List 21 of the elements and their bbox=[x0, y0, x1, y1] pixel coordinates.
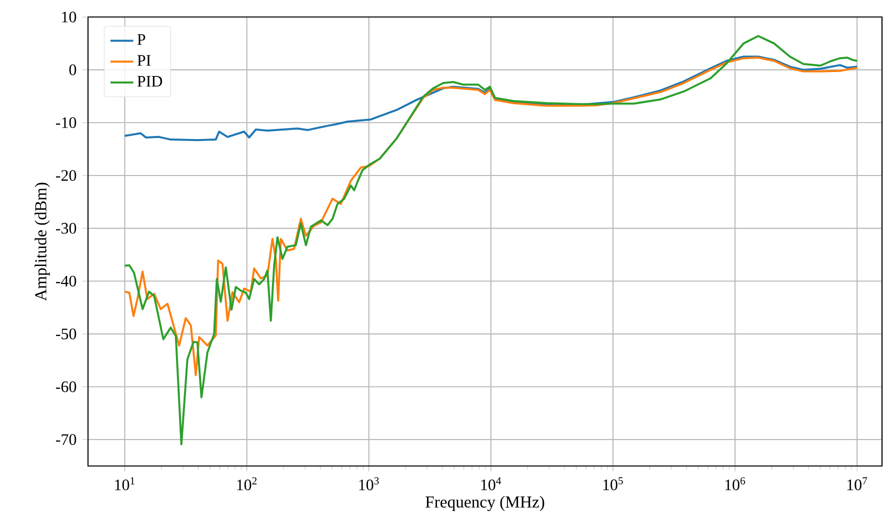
y-tick-label: 10 bbox=[62, 12, 76, 22]
y-tick-label: 0 bbox=[69, 64, 76, 76]
y-axis-title: Amplitude (dBm) bbox=[34, 182, 50, 301]
x-tick-label: 10$^{1}$ bbox=[115, 477, 134, 490]
y-tick-label: -30 bbox=[56, 222, 76, 234]
legend-label: P bbox=[137, 34, 146, 45]
x-tick-label: 10$^{6}$ bbox=[725, 477, 746, 490]
legend-label: PI bbox=[137, 55, 151, 66]
x-tick-label: 10$^{2}$ bbox=[237, 477, 257, 490]
y-tick-label: -70 bbox=[56, 434, 76, 445]
legend-label: PID bbox=[137, 76, 162, 87]
x-tick-label: 10$^{7}$ bbox=[847, 477, 868, 490]
x-axis-title: Frequency (MHz) bbox=[426, 496, 544, 512]
y-tick-label: -40 bbox=[56, 276, 76, 286]
x-tick-label: 10$^{3}$ bbox=[359, 477, 379, 490]
y-tick-label: -10 bbox=[56, 117, 76, 128]
y-tick-label: -20 bbox=[56, 170, 76, 181]
x-tick-label: 10$^{5}$ bbox=[603, 477, 623, 490]
x-tick-label: 10$^{4}$ bbox=[481, 477, 502, 490]
y-tick-label: -60 bbox=[56, 381, 76, 392]
y-tick-label: -50 bbox=[56, 328, 76, 340]
